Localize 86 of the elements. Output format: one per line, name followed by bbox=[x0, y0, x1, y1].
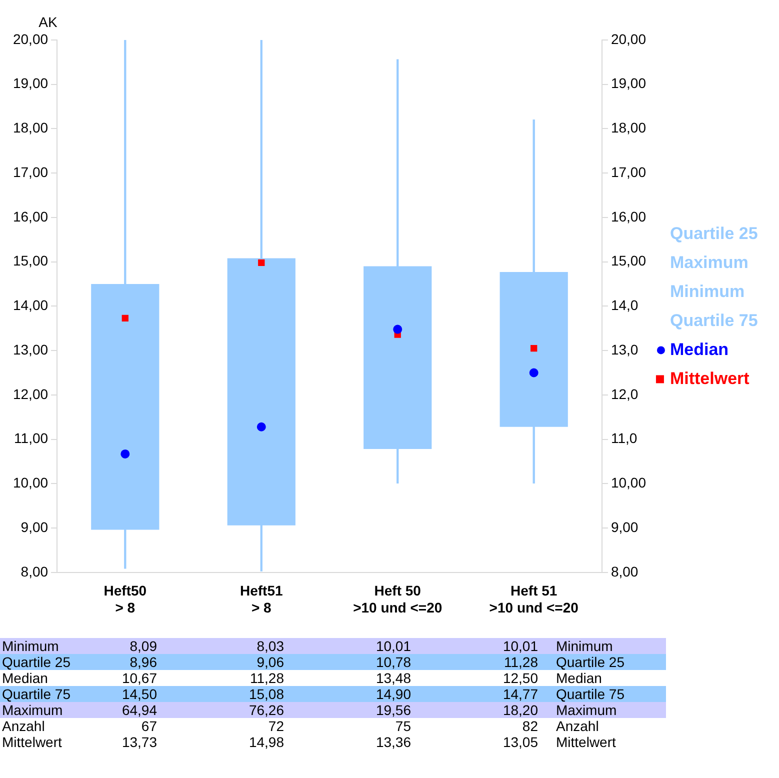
text: 8,03 bbox=[256, 638, 284, 654]
category-label: Median bbox=[2, 670, 48, 686]
y2-tick-label: 19,00 bbox=[610, 75, 646, 92]
text: 8,09 bbox=[130, 638, 157, 654]
text: 64,94 bbox=[122, 702, 157, 718]
legend-label: Median bbox=[670, 340, 729, 359]
category-label: Median bbox=[556, 670, 602, 686]
y2-tick-label: 11,0 bbox=[610, 430, 638, 446]
y2-tick-label: 9,00 bbox=[610, 518, 638, 535]
x-tick-label: Heft50 > 8 bbox=[104, 582, 147, 616]
y-tick-label: 19,00 bbox=[12, 75, 48, 92]
y2-tick-label: 14,0 bbox=[610, 297, 638, 314]
y-tick-label: 16,00 bbox=[12, 208, 48, 224]
text: 18,20 bbox=[502, 702, 538, 718]
y2-tick-label: 13,0 bbox=[610, 341, 638, 358]
y2-tick-label: 17,00 bbox=[610, 164, 646, 180]
y2-tick-label: 20,00 bbox=[610, 30, 646, 47]
y-tick-label: 10,00 bbox=[12, 474, 48, 491]
text: 14,98 bbox=[248, 734, 284, 750]
legend-label: Mittelwert bbox=[670, 368, 750, 388]
text: 10,78 bbox=[376, 654, 411, 670]
category-label: Maximum bbox=[2, 702, 63, 718]
point bbox=[120, 449, 130, 458]
text: 14,77 bbox=[502, 686, 538, 702]
category-label: Anzahl bbox=[556, 718, 599, 734]
text: Minimum bbox=[670, 282, 745, 301]
x-tick-label: Heft 51 >10 und <=20 bbox=[489, 582, 579, 616]
category-label: Mittelwert bbox=[556, 734, 616, 750]
text: 13,36 bbox=[376, 734, 411, 750]
text: 67 bbox=[141, 718, 157, 734]
text: 76,26 bbox=[248, 702, 284, 718]
text: 13,05 bbox=[502, 734, 538, 750]
text: Quartile 25 bbox=[670, 224, 758, 243]
y-tick-label: 14,00 bbox=[12, 297, 48, 314]
y-tick-label: 11,00 bbox=[14, 430, 48, 446]
category-label: Anzahl bbox=[2, 718, 45, 734]
text: 15,08 bbox=[248, 686, 284, 702]
y2-tick-label: 16,00 bbox=[610, 208, 646, 224]
category-label: Minimum bbox=[556, 638, 613, 654]
text: 11,28 bbox=[250, 670, 284, 686]
category-label: Quartile 75 bbox=[2, 686, 70, 702]
text: 14,50 bbox=[122, 686, 157, 702]
category-label: Maximum bbox=[556, 702, 617, 718]
text: 10,01 bbox=[376, 638, 411, 654]
x-tick-label: Heft 50 >10 und <=20 bbox=[353, 582, 442, 616]
y2-tick-label: 8,00 bbox=[610, 563, 638, 580]
point bbox=[529, 368, 538, 378]
y2-tick-label: 18,00 bbox=[610, 120, 646, 136]
category-label: Quartile 75 bbox=[556, 686, 624, 702]
y2-tick-label: 12,0 bbox=[610, 386, 638, 402]
text: 14,90 bbox=[376, 686, 411, 702]
text: 72 bbox=[268, 718, 284, 734]
y-tick-label: 18,00 bbox=[12, 120, 48, 136]
text: 13,73 bbox=[122, 734, 157, 750]
y-tick-label: 20,00 bbox=[12, 30, 48, 47]
category-label: Quartile 25 bbox=[556, 654, 624, 670]
y-tick-label: 9,00 bbox=[20, 518, 48, 535]
text: 10,01 bbox=[502, 638, 538, 654]
text: 13,48 bbox=[376, 670, 411, 686]
category-label: Mittelwert bbox=[2, 734, 62, 750]
y-tick-label: 12,00 bbox=[12, 386, 48, 402]
text: 10,67 bbox=[122, 670, 157, 686]
point bbox=[258, 259, 265, 266]
text: Maximum bbox=[670, 252, 748, 272]
y2-tick-label: 15,00 bbox=[610, 252, 646, 269]
x-tick-label: Heft51 > 8 bbox=[240, 582, 283, 616]
text: Quartile 75 bbox=[670, 310, 758, 330]
point bbox=[530, 345, 538, 352]
y-tick-label: 15,00 bbox=[12, 252, 48, 269]
point bbox=[256, 422, 266, 432]
point bbox=[393, 324, 402, 334]
category-label: Minimum bbox=[2, 638, 59, 654]
point bbox=[122, 314, 128, 322]
y-tick-label: 8,00 bbox=[20, 563, 48, 580]
text: 75 bbox=[395, 718, 411, 734]
text: 82 bbox=[522, 718, 538, 734]
y2-tick-label: 10,00 bbox=[610, 474, 646, 491]
category-label: Quartile 25 bbox=[2, 654, 70, 670]
text: 11,28 bbox=[504, 654, 538, 670]
text: 9,06 bbox=[256, 654, 284, 670]
text: 12,50 bbox=[502, 670, 538, 686]
y-tick-label: 13,00 bbox=[12, 341, 48, 358]
text: 8,96 bbox=[130, 654, 157, 670]
y-axis-title: AK bbox=[38, 14, 58, 30]
text: 19,56 bbox=[376, 702, 411, 718]
y-tick-label: 17,00 bbox=[12, 164, 48, 180]
